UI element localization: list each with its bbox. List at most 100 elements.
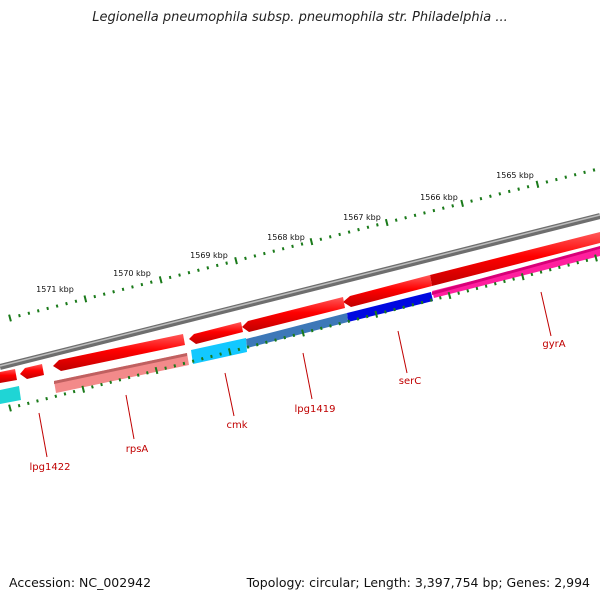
minor-tick [310, 328, 314, 333]
minor-tick [530, 272, 534, 277]
minor-tick [26, 401, 30, 406]
major-tick [8, 314, 12, 322]
minor-tick [384, 310, 387, 314]
minor-tick [526, 185, 530, 189]
minor-tick [36, 399, 39, 403]
minor-tick [210, 354, 213, 359]
minor-tick [356, 317, 360, 321]
minor-tick [357, 227, 360, 232]
segment-lpg1419[interactable] [246, 313, 348, 348]
minor-tick [420, 300, 424, 305]
minor-tick [555, 177, 558, 182]
gene-label-lpg1422[interactable]: lpg1422 [30, 462, 71, 473]
backbone [0, 213, 600, 370]
ruler-label: 1569 kbp [190, 251, 228, 260]
minor-tick [27, 311, 31, 315]
ruler-label: 1565 kbp [496, 171, 534, 180]
minor-tick [292, 333, 296, 338]
minor-tick [583, 170, 586, 175]
minor-tick [281, 247, 285, 251]
cds-forward[interactable] [430, 232, 600, 286]
minor-tick [219, 352, 222, 356]
major-tick [81, 385, 86, 393]
cds-forward[interactable] [0, 369, 17, 383]
minor-tick [127, 375, 131, 380]
minor-tick [512, 277, 515, 281]
minor-tick [402, 305, 406, 309]
minor-tick [206, 266, 210, 270]
minor-tick [376, 223, 379, 227]
gene-label-cmk[interactable]: cmk [226, 420, 247, 431]
minor-tick [100, 382, 103, 387]
minor-tick [475, 286, 479, 291]
minor-tick [136, 373, 140, 377]
minor-tick [466, 289, 470, 293]
segment-lpg1422[interactable] [0, 386, 21, 404]
minor-tick [573, 173, 577, 177]
minor-tick [146, 371, 149, 375]
minor-tick [365, 314, 369, 319]
cds-forward[interactable] [189, 322, 243, 344]
gene-label-rpsA[interactable]: rpsA [126, 444, 149, 455]
minor-tick [149, 280, 153, 284]
ruler-label: 1568 kbp [267, 233, 305, 242]
major-tick [460, 199, 464, 208]
minor-tick [558, 265, 561, 270]
minor-tick [109, 380, 113, 384]
major-tick [301, 329, 305, 337]
minor-tick [564, 175, 568, 179]
cds-forward[interactable] [53, 334, 185, 371]
minor-tick [592, 168, 596, 172]
major-tick [234, 257, 238, 265]
minor-tick [102, 292, 106, 296]
minor-tick [319, 326, 323, 331]
minor-tick [470, 199, 473, 203]
segment-serC[interactable] [347, 292, 433, 322]
minor-tick [347, 230, 351, 234]
cds-forward[interactable] [343, 275, 432, 307]
minor-tick [36, 309, 40, 313]
minor-tick [484, 284, 488, 288]
cds-forward[interactable] [242, 297, 345, 332]
minor-tick [576, 260, 580, 265]
minor-tick [54, 394, 58, 398]
minor-tick [493, 282, 497, 286]
major-tick [384, 218, 389, 227]
minor-tick [72, 389, 76, 394]
minor-tick [366, 225, 370, 229]
ruler-label: 1566 kbp [420, 193, 458, 202]
minor-tick [567, 263, 570, 267]
minor-tick [187, 270, 191, 275]
segment-cmk[interactable] [191, 338, 247, 364]
minor-tick [200, 357, 204, 361]
gene-label-gyrA[interactable]: gyrA [542, 339, 565, 350]
minor-tick [215, 263, 219, 268]
minor-tick [197, 268, 200, 272]
major-tick [374, 310, 379, 318]
minor-tick [118, 378, 122, 382]
gene-label-serC[interactable]: serC [399, 376, 421, 387]
segment-rpsA[interactable] [54, 353, 189, 393]
backbone-highlight [0, 214, 600, 367]
reverse-strand [0, 246, 600, 404]
major-tick [520, 273, 525, 281]
minor-tick [291, 244, 294, 249]
minor-tick [265, 340, 268, 345]
minor-tick [479, 196, 483, 201]
minor-tick [131, 285, 134, 289]
major-tick [447, 291, 452, 300]
minor-tick [121, 287, 125, 292]
major-tick [309, 237, 314, 246]
cds-forward[interactable] [20, 364, 44, 379]
major-tick [594, 254, 598, 262]
minor-tick [55, 304, 59, 308]
minor-tick [329, 324, 332, 328]
minor-tick [182, 361, 186, 366]
gene-label-lpg1419[interactable]: lpg1419 [295, 404, 336, 415]
major-tick [154, 366, 159, 375]
major-tick [227, 348, 232, 356]
segment-gyrA-edge [432, 246, 600, 295]
minor-tick [429, 298, 433, 302]
segment-gyrA[interactable] [432, 249, 600, 298]
minor-tick [274, 338, 277, 342]
